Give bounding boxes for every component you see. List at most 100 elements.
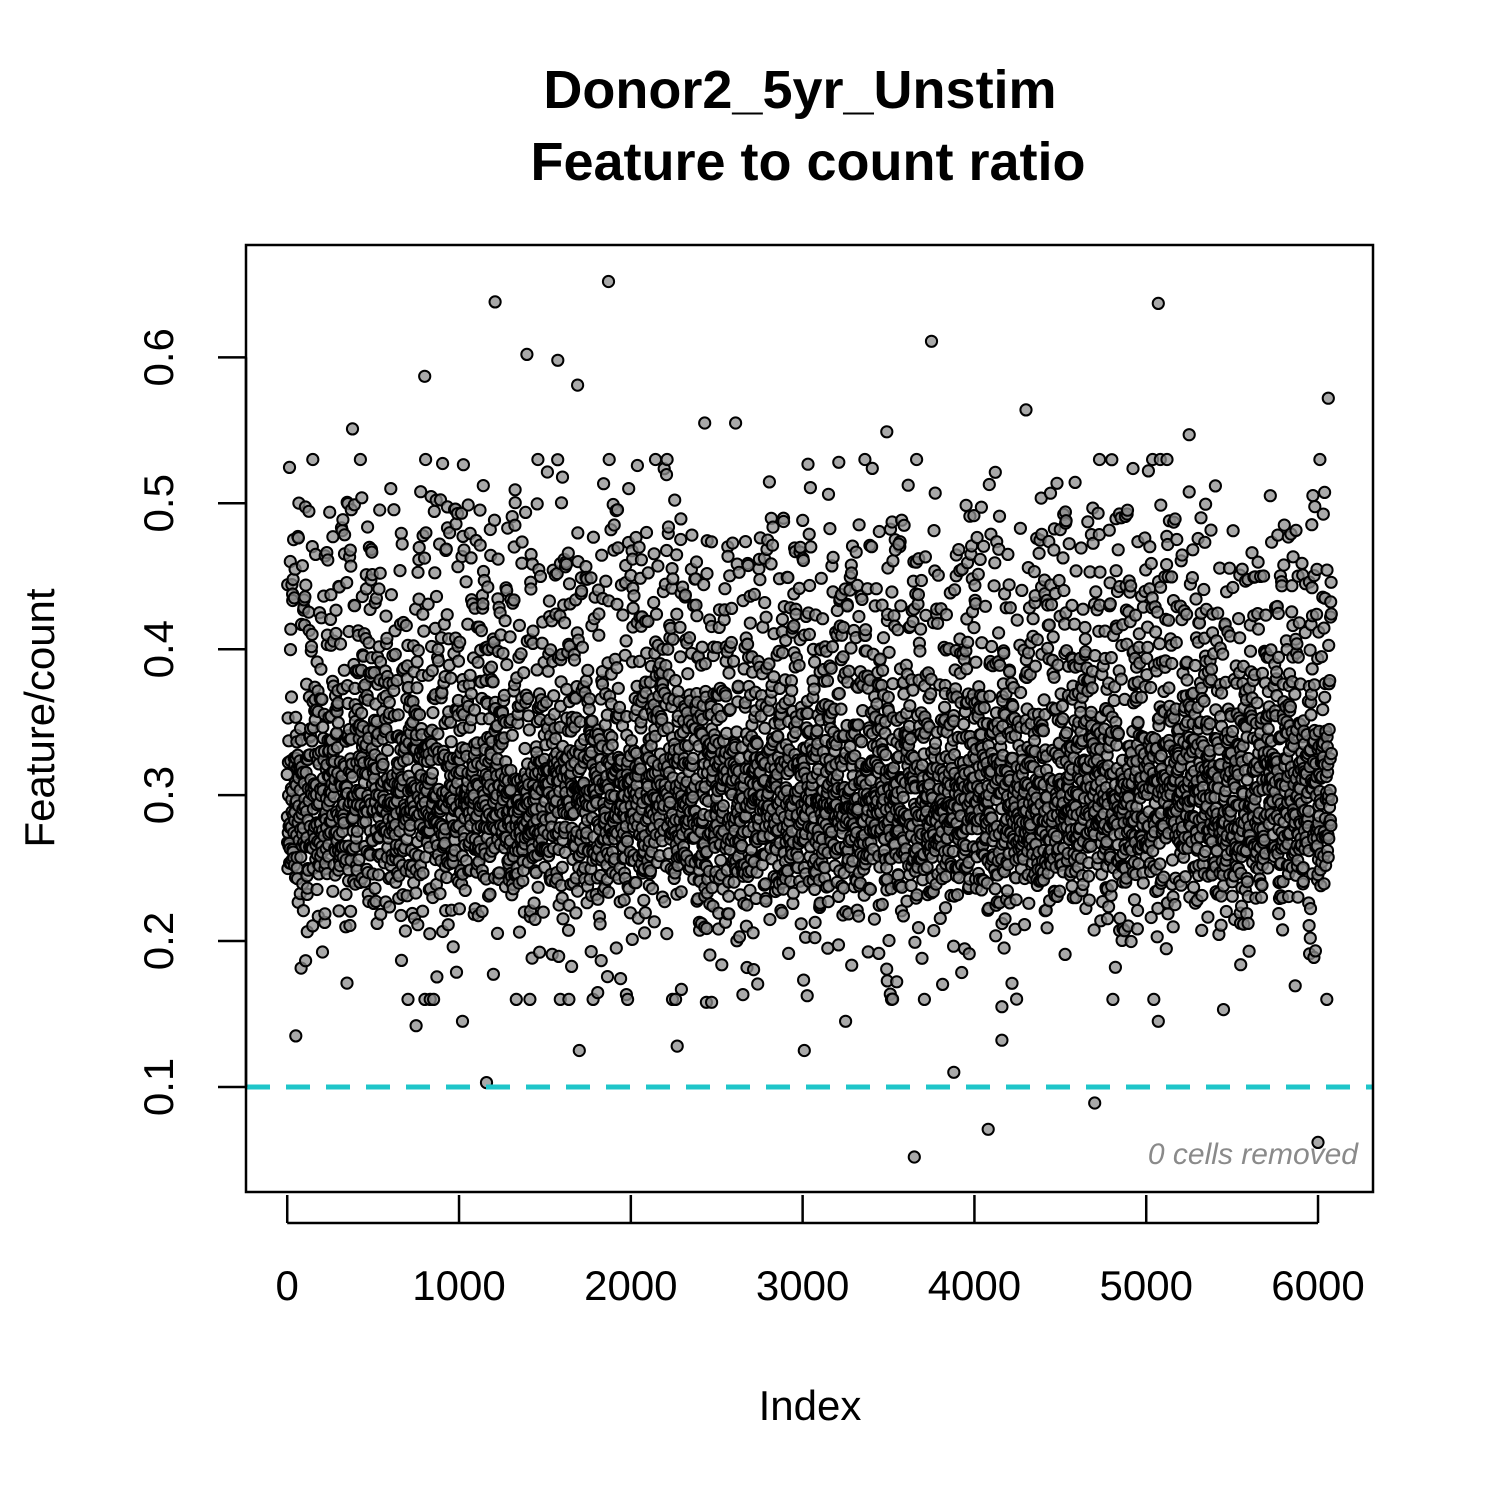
data-point: [1124, 579, 1138, 593]
data-point: [314, 662, 328, 676]
data-point: [678, 588, 693, 602]
data-point: [461, 498, 475, 512]
data-point: [1089, 585, 1103, 599]
data-point: [997, 941, 1011, 955]
data-point: [880, 962, 894, 976]
data-point: [492, 866, 506, 880]
data-point: [421, 597, 435, 611]
data-point: [882, 645, 896, 659]
chart-subtitle: Feature to count ratio: [530, 132, 1085, 192]
data-point: [673, 620, 687, 634]
data-point: [302, 605, 316, 619]
data-point: [591, 986, 605, 1000]
data-point: [393, 564, 407, 578]
data-point: [791, 850, 805, 864]
data-point: [820, 674, 835, 688]
data-point: [747, 587, 762, 602]
data-point: [355, 706, 369, 720]
data-point: [969, 655, 983, 669]
data-point: [961, 635, 975, 649]
data-point: [1111, 726, 1126, 741]
data-point: [601, 885, 616, 899]
data-point: [521, 691, 535, 706]
data-point: [896, 909, 911, 923]
data-point: [731, 679, 745, 693]
data-point: [1056, 551, 1070, 565]
points-layer: [280, 274, 1339, 1164]
data-point: [821, 487, 836, 501]
data-point: [331, 716, 345, 730]
data-point: [427, 504, 441, 518]
data-point: [939, 608, 954, 622]
data-point: [867, 912, 882, 926]
data-point: [792, 658, 806, 672]
data-point: [620, 834, 635, 848]
data-point: [630, 458, 645, 473]
data-point: [382, 695, 396, 709]
data-point: [974, 500, 989, 514]
data-point: [380, 631, 394, 645]
data-point: [852, 609, 866, 624]
data-point: [808, 931, 822, 945]
data-point: [373, 566, 387, 580]
data-point: [562, 992, 576, 1007]
data-point: [703, 948, 717, 962]
data-point: [1131, 903, 1145, 918]
data-point: [344, 904, 358, 918]
data-point: [938, 700, 952, 714]
data-point: [425, 766, 439, 780]
data-point: [484, 660, 499, 674]
data-point: [414, 485, 428, 499]
data-point: [738, 535, 753, 549]
data-point: [411, 643, 425, 658]
data-point: [429, 589, 444, 604]
data-point: [464, 551, 478, 565]
data-point: [315, 945, 330, 959]
data-point: [291, 531, 305, 545]
data-point: [1107, 693, 1121, 708]
data-point: [306, 452, 320, 467]
data-point: [592, 628, 606, 642]
data-point: [881, 690, 895, 704]
data-point: [836, 620, 851, 634]
data-point: [1127, 893, 1142, 907]
data-point: [315, 692, 329, 707]
data-point: [323, 505, 337, 519]
data-point: [508, 496, 522, 510]
data-point: [659, 468, 674, 482]
data-point: [759, 610, 773, 624]
data-point: [547, 689, 561, 703]
data-point: [1026, 612, 1040, 626]
data-point: [834, 702, 848, 716]
data-point: [552, 949, 566, 964]
data-point: [955, 965, 969, 980]
data-point: [619, 634, 633, 648]
data-point: [988, 882, 1002, 896]
data-point: [514, 647, 528, 661]
data-point: [715, 958, 729, 972]
data-point: [491, 552, 505, 566]
data-point: [1056, 712, 1070, 726]
data-point: [931, 616, 945, 630]
data-point: [649, 607, 664, 621]
data-point: [1134, 690, 1149, 704]
data-point: [452, 902, 466, 916]
data-point: [901, 478, 915, 492]
data-point: [298, 590, 312, 604]
data-point: [473, 503, 487, 517]
data-point: [569, 906, 583, 920]
data-point: [561, 546, 575, 560]
data-point: [344, 559, 358, 573]
data-point: [927, 924, 941, 938]
data-point: [638, 906, 652, 920]
data-point: [1028, 659, 1043, 673]
data-point: [852, 518, 866, 532]
data-point: [329, 603, 343, 617]
data-point: [968, 578, 982, 593]
data-point: [1111, 543, 1125, 557]
data-point: [1041, 641, 1055, 655]
data-point: [804, 540, 818, 554]
data-point: [401, 992, 415, 1007]
data-point: [775, 612, 790, 626]
data-point: [741, 558, 755, 573]
